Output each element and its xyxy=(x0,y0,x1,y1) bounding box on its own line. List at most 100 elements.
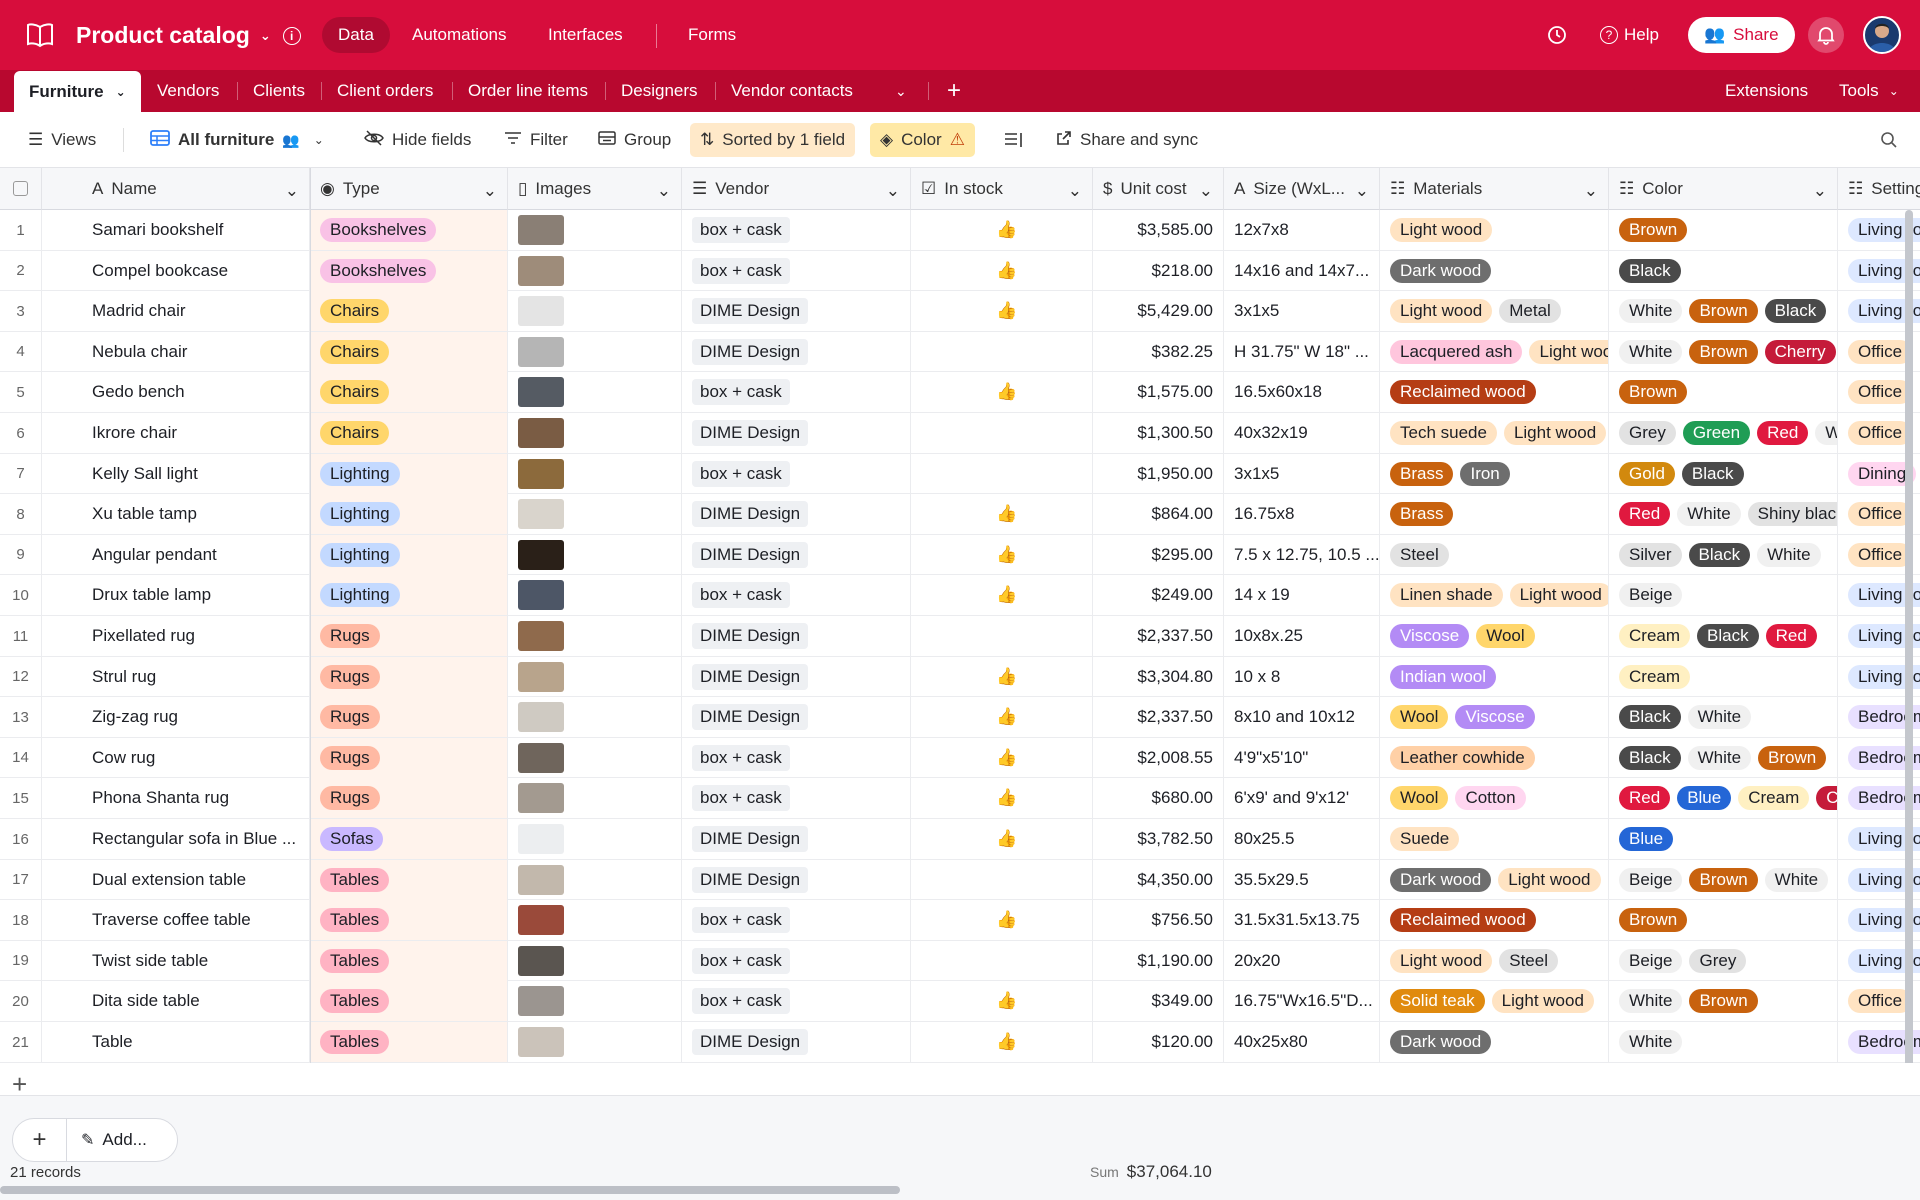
cell-cost[interactable]: $680.00 xyxy=(1093,778,1224,819)
notifications-bell-icon[interactable] xyxy=(1808,17,1844,53)
cell-img[interactable] xyxy=(508,819,682,859)
cell-colors[interactable]: Black xyxy=(1609,250,1838,291)
add-with-ai-button[interactable]: ✎ Add... xyxy=(67,1130,147,1150)
cell-name[interactable]: Kelly Sall light xyxy=(42,453,310,494)
cell-type[interactable]: Lighting xyxy=(310,534,508,575)
image-thumbnail[interactable] xyxy=(518,905,564,936)
cell-materials[interactable]: Brass Iron xyxy=(1380,453,1609,494)
cell-type[interactable]: Bookshelves xyxy=(310,250,508,291)
vendor-link[interactable]: DIME Design xyxy=(692,663,809,690)
image-thumbnail[interactable] xyxy=(518,783,564,814)
cell-type[interactable]: Rugs xyxy=(310,616,508,656)
cell-size[interactable]: 31.5x31.5x13.75 xyxy=(1224,900,1380,941)
cell-colors[interactable]: Cream xyxy=(1609,656,1838,697)
share-and-sync-button[interactable]: Share and sync xyxy=(1046,123,1208,157)
vendor-link[interactable]: DIME Design xyxy=(692,866,809,893)
cell-size[interactable]: 14 x 19 xyxy=(1224,575,1380,616)
cell-cost[interactable]: $1,950.00 xyxy=(1093,453,1224,494)
cell-cost[interactable]: $1,300.50 xyxy=(1093,413,1224,453)
cell-type[interactable]: Rugs xyxy=(310,656,508,697)
cell-materials[interactable]: Dark wood Light wood xyxy=(1380,859,1609,900)
cell-cost[interactable]: $1,575.00 xyxy=(1093,372,1224,413)
column-header-type[interactable]: ◉ Type ⌄ xyxy=(310,168,508,210)
cell-stock[interactable]: 👍 xyxy=(911,291,1093,332)
view-switcher[interactable]: All furniture 👥 ⌄ xyxy=(140,123,334,157)
cell-colors[interactable]: Brown xyxy=(1609,210,1838,250)
add-table-plus-icon[interactable]: + xyxy=(947,77,962,104)
cell-setting[interactable]: Office xyxy=(1838,332,1920,372)
tab-order-line-items[interactable]: Order line items xyxy=(468,81,588,100)
nav-automations[interactable]: Automations xyxy=(412,25,507,44)
cell-img[interactable] xyxy=(508,616,682,656)
image-thumbnail[interactable] xyxy=(518,418,564,448)
cell-materials[interactable]: Leather cowhide xyxy=(1380,737,1609,778)
cell-name[interactable]: Ikrore chair xyxy=(42,413,310,453)
nav-interfaces[interactable]: Interfaces xyxy=(548,25,623,44)
cell-size[interactable]: 16.75x8 xyxy=(1224,494,1380,535)
cell-img[interactable] xyxy=(508,453,682,494)
tab-furniture[interactable]: Furniture ⌄ xyxy=(14,71,141,112)
image-thumbnail[interactable] xyxy=(518,702,564,733)
cell-stock[interactable] xyxy=(911,453,1093,494)
cell-img[interactable] xyxy=(508,859,682,900)
cell-name[interactable]: Samari bookshelf xyxy=(42,210,310,250)
cell-type[interactable]: Tables xyxy=(310,940,508,981)
select-all-checkbox[interactable] xyxy=(0,168,42,210)
cell-name[interactable]: Compel bookcase xyxy=(42,250,310,291)
cell-colors[interactable]: White Brown Cherry xyxy=(1609,331,1838,372)
cell-materials[interactable]: Viscose Wool xyxy=(1380,616,1609,656)
cell-size[interactable]: 10x8x.25 xyxy=(1224,616,1380,656)
cell-name[interactable]: Traverse coffee table xyxy=(42,900,310,941)
cell-vendor[interactable]: box + cask xyxy=(682,250,911,291)
cell-name[interactable]: Pixellated rug xyxy=(42,616,310,656)
cell-type[interactable]: Tables xyxy=(310,1022,508,1062)
image-thumbnail[interactable] xyxy=(518,255,564,286)
column-header-size[interactable]: A Size (WxL... ⌄ xyxy=(1224,168,1380,210)
cell-stock[interactable]: 👍 xyxy=(911,494,1093,535)
cell-type[interactable]: Tables xyxy=(310,981,508,1022)
table-row[interactable]: 12 Strul rug Rugs DIME Design 👍 $3,304.80 10 x… xyxy=(0,656,1920,698)
vendor-link[interactable]: box + cask xyxy=(692,907,790,934)
cell-name[interactable]: Twist side table xyxy=(42,940,310,981)
cell-type[interactable]: Chairs xyxy=(310,372,508,413)
cell-img[interactable] xyxy=(508,778,682,819)
cell-img[interactable] xyxy=(508,291,682,332)
cell-colors[interactable]: Silver Black White xyxy=(1609,534,1838,575)
cell-vendor[interactable]: box + cask xyxy=(682,737,911,778)
vendor-link[interactable]: DIME Design xyxy=(692,298,809,325)
cell-size[interactable]: 6'x9' and 9'x12' xyxy=(1224,778,1380,819)
cell-cost[interactable]: $756.50 xyxy=(1093,900,1224,941)
cell-colors[interactable]: Cream Black Red xyxy=(1609,616,1838,656)
cell-setting[interactable]: Office xyxy=(1838,535,1920,575)
cell-stock[interactable]: 👍 xyxy=(911,819,1093,859)
image-thumbnail[interactable] xyxy=(518,986,564,1017)
cell-cost[interactable]: $5,429.00 xyxy=(1093,291,1224,332)
image-thumbnail[interactable] xyxy=(518,945,564,976)
cell-size[interactable]: 14x16 and 14x7... xyxy=(1224,250,1380,291)
table-row[interactable]: 15 Phona Shanta rug Rugs box + cask 👍 $680.00… xyxy=(0,778,1920,819)
vendor-link[interactable]: DIME Design xyxy=(692,826,809,852)
extensions-button[interactable]: Extensions xyxy=(1725,81,1809,100)
cell-stock[interactable] xyxy=(911,940,1093,981)
cell-cost[interactable]: $295.00 xyxy=(1093,534,1224,575)
cell-size[interactable]: 80x25.5 xyxy=(1224,819,1380,859)
column-header-unit-cost[interactable]: $ Unit cost ⌄ xyxy=(1093,168,1224,210)
cell-name[interactable]: Gedo bench xyxy=(42,372,310,413)
cell-cost[interactable]: $2,337.50 xyxy=(1093,697,1224,738)
cell-materials[interactable]: Reclaimed wood xyxy=(1380,900,1609,941)
avatar[interactable] xyxy=(1863,16,1901,54)
base-name[interactable]: Product catalog ⌄ i xyxy=(76,22,301,49)
column-header-materials[interactable]: ☷ Materials ⌄ xyxy=(1380,168,1609,210)
cell-img[interactable] xyxy=(508,981,682,1022)
cell-name[interactable]: Drux table lamp xyxy=(42,575,310,616)
cell-materials[interactable]: Reclaimed wood xyxy=(1380,372,1609,413)
cell-img[interactable] xyxy=(508,697,682,738)
image-thumbnail[interactable] xyxy=(518,824,564,854)
vendor-link[interactable]: box + cask xyxy=(692,379,790,406)
cell-vendor[interactable]: box + cask xyxy=(682,900,911,941)
table-row[interactable]: 13 Zig-zag rug Rugs DIME Design 👍 $2,337.50 8x… xyxy=(0,697,1920,738)
cell-size[interactable]: 16.75"Wx16.5"D... xyxy=(1224,981,1380,1022)
table-row[interactable]: 18 Traverse coffee table Tables box + cask 👍… xyxy=(0,900,1920,941)
cell-stock[interactable]: 👍 xyxy=(911,210,1093,250)
info-icon[interactable]: i xyxy=(282,26,301,45)
